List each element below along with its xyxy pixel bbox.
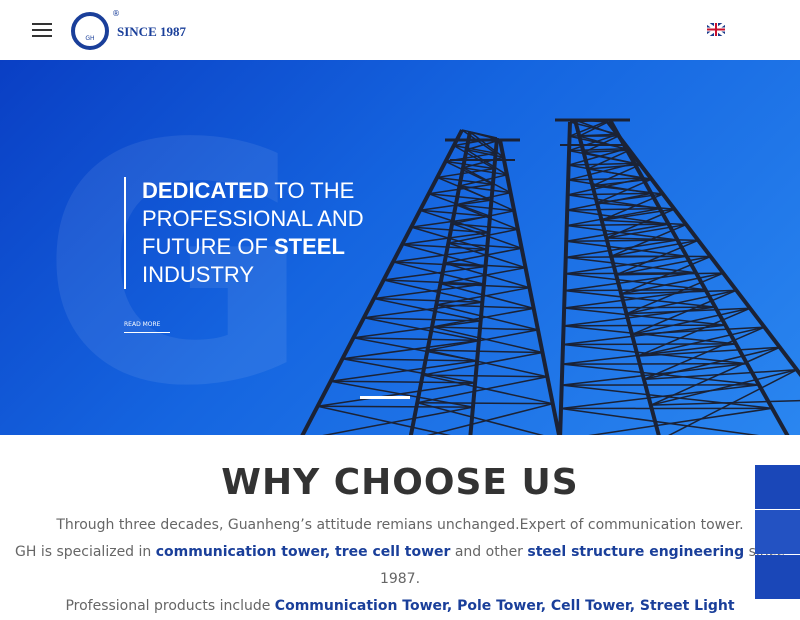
slider-indicator[interactable] xyxy=(360,396,410,399)
headline-line: FUTURE OF STEEL xyxy=(142,233,364,261)
tower-illustration: G xyxy=(0,60,800,435)
body-text: GH is specialized in xyxy=(15,544,156,560)
tower-beam xyxy=(452,211,514,224)
tower-beam xyxy=(353,338,478,341)
tower-beam xyxy=(568,193,652,195)
headline-line: DEDICATED TO THE xyxy=(142,177,364,205)
logo-text: SINCE 1987 xyxy=(117,24,186,39)
section-text: Through three decades, Guanheng’s attitu… xyxy=(10,512,790,620)
body-text: Professional products include xyxy=(65,598,274,614)
header: GH ® SINCE 1987 xyxy=(0,0,800,60)
headline-line: INDUSTRY xyxy=(142,261,364,289)
headline-line: PROFESSIONAL AND xyxy=(142,205,364,233)
logo-mark: ® xyxy=(112,9,120,18)
tower-beam xyxy=(342,359,475,383)
tower-beam xyxy=(342,359,477,361)
header-graphics: GH ® SINCE 1987 xyxy=(0,0,800,60)
tower-beam xyxy=(567,224,669,225)
menu-icon[interactable] xyxy=(32,24,52,36)
tower-beam xyxy=(560,122,570,435)
tower-beam xyxy=(463,157,503,167)
tower-beam xyxy=(353,321,480,338)
headline-text: PROFESSIONAL AND xyxy=(142,206,364,231)
tower-beam xyxy=(432,327,538,330)
link-text: communication tower, tree cell tower xyxy=(156,544,451,560)
paragraph: Professional products include Communicat… xyxy=(10,593,790,620)
tower-beam xyxy=(342,340,478,358)
tower-beam xyxy=(592,186,662,194)
logo-sub: GH xyxy=(85,35,94,42)
tower-beam xyxy=(318,406,473,407)
headline-text: INDUSTRY xyxy=(142,262,254,287)
tower-beam xyxy=(597,203,674,209)
logo-circle xyxy=(73,14,107,48)
tower-beam xyxy=(563,344,736,345)
tower-beam xyxy=(579,122,608,136)
headline-text: TO THE xyxy=(269,178,355,203)
tower-beam xyxy=(566,240,677,241)
side-button[interactable] xyxy=(755,555,800,599)
headline-text: DEDICATED xyxy=(142,178,269,203)
language-flag[interactable] xyxy=(707,23,725,36)
tower-beam xyxy=(569,163,635,165)
read-more[interactable]: READ MORE xyxy=(124,321,170,333)
headline-text: STEEL xyxy=(274,234,345,259)
tower-beam xyxy=(417,403,552,404)
tower-beam xyxy=(427,350,547,377)
body-text: and other xyxy=(450,544,527,560)
tower-beam xyxy=(456,193,511,205)
side-button[interactable] xyxy=(755,510,800,554)
link-text: steel structure engineering xyxy=(527,544,744,560)
link-text: Communication Tower, Pole Tower, Cell To… xyxy=(275,598,735,614)
tower-beam xyxy=(564,325,726,326)
tower-beam xyxy=(561,409,790,435)
tower-beam xyxy=(651,400,800,405)
tower-beam xyxy=(567,209,660,210)
tower-beam xyxy=(331,361,477,381)
tower-beam xyxy=(364,302,482,318)
body-text: Through three decades, Guanheng’s attitu… xyxy=(56,517,743,533)
side-button[interactable] xyxy=(755,465,800,509)
paragraph: Through three decades, Guanheng’s attitu… xyxy=(10,512,790,539)
headline-text: FUTURE OF xyxy=(142,234,274,259)
section-title: WHY CHOOSE US xyxy=(0,462,800,503)
paragraph: GH is specialized in communication tower… xyxy=(10,539,790,593)
tower-beam xyxy=(402,233,488,245)
tower-beam xyxy=(427,350,542,352)
